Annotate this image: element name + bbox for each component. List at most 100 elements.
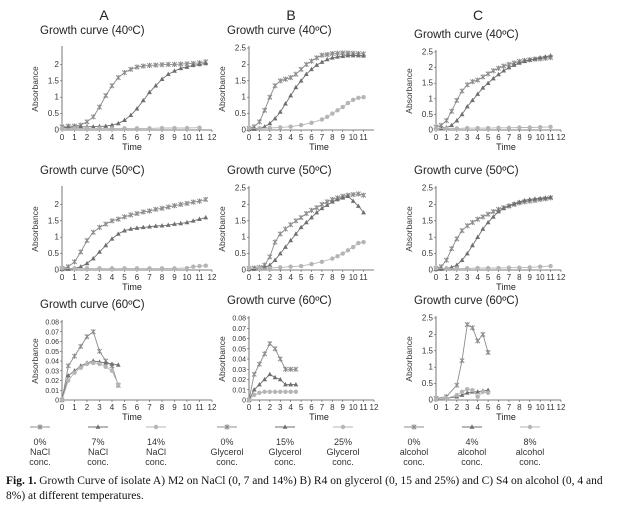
data-point <box>361 239 366 245</box>
legend-unit: conc. <box>403 457 425 467</box>
series-line <box>249 241 364 269</box>
data-point <box>197 216 202 221</box>
x-tick-label: 12 <box>208 273 217 282</box>
y-tick-label: 0.5 <box>48 109 60 118</box>
data-point <box>314 205 320 211</box>
legend-unit: conc. <box>519 457 541 467</box>
y-axis-label: Absorbance <box>30 206 40 252</box>
x-tick-label: 9 <box>172 133 177 142</box>
chart-title: Growth curve (60ºC) <box>40 299 145 311</box>
data-point <box>350 198 356 203</box>
data-point <box>527 265 532 270</box>
series-dot <box>59 360 121 403</box>
data-point <box>355 203 361 208</box>
data-point <box>153 62 159 68</box>
data-point <box>109 368 115 373</box>
y-tick-label: 2.5 <box>422 48 434 57</box>
data-point <box>465 125 470 131</box>
data-point <box>72 370 77 375</box>
data-point <box>277 251 283 256</box>
column-headers: A B C <box>99 7 483 23</box>
x-tick-label: 10 <box>183 273 192 282</box>
data-point <box>345 193 351 198</box>
y-tick-label: 0.07 <box>45 329 59 336</box>
data-point <box>121 214 128 220</box>
data-point <box>470 387 475 393</box>
data-point <box>319 205 325 211</box>
data-point <box>165 71 171 77</box>
column-header-b: B <box>286 7 295 23</box>
data-point <box>449 108 455 114</box>
data-point <box>449 122 455 128</box>
x-tick-label: 9 <box>172 273 177 282</box>
data-point <box>496 125 501 131</box>
data-point <box>272 389 278 394</box>
y-tick-label: 2.5 <box>235 44 247 53</box>
data-point <box>449 246 455 252</box>
data-point <box>277 78 283 84</box>
y-tick-label: 2.5 <box>235 184 247 193</box>
x-tick-label: 9 <box>341 403 346 412</box>
y-axis-label: Absorbance <box>217 206 227 252</box>
series-line <box>435 196 551 270</box>
data-point <box>459 111 465 117</box>
data-point <box>246 397 252 403</box>
data-point <box>277 231 283 237</box>
x-tick-label: 0 <box>60 403 65 412</box>
data-point <box>97 361 102 367</box>
x-tick-label: 4 <box>110 403 115 412</box>
series-x <box>246 191 367 271</box>
series-dot <box>59 125 202 131</box>
x-tick-label: 10 <box>536 403 545 412</box>
y-tick-label: 1.5 <box>422 216 434 225</box>
data-point <box>345 52 351 58</box>
series-tri <box>433 53 553 131</box>
data-point <box>356 95 361 101</box>
data-point <box>267 262 273 267</box>
data-point <box>495 65 502 71</box>
data-point <box>527 125 532 130</box>
data-point <box>501 63 507 69</box>
data-point <box>485 71 491 77</box>
data-point <box>361 192 367 198</box>
data-point <box>65 363 71 369</box>
chart-panel-a-60: Growth curve (60ºC) Absorbance 0 0.01 0.02 0.… <box>30 299 217 422</box>
data-point <box>298 66 304 72</box>
data-point <box>262 389 267 394</box>
data-point <box>490 68 496 74</box>
data-point <box>278 389 283 394</box>
x-tick-label: 11 <box>359 403 368 412</box>
data-point <box>293 218 299 224</box>
data-point <box>340 104 345 110</box>
x-tick-label: 4 <box>110 273 115 282</box>
data-point <box>469 219 476 226</box>
data-point <box>267 371 273 377</box>
x-axis-label: Time <box>496 282 516 292</box>
x-tick-label: 4 <box>475 133 480 142</box>
data-point <box>283 389 288 394</box>
data-point <box>115 231 121 236</box>
data-point <box>454 118 460 123</box>
data-point <box>190 218 196 223</box>
data-point <box>537 124 543 130</box>
series-x <box>59 59 209 130</box>
series-line <box>248 373 296 401</box>
data-point <box>71 353 78 359</box>
data-point <box>470 242 475 248</box>
x-tick-label: 4 <box>110 133 115 142</box>
series-line <box>248 195 364 270</box>
data-point <box>314 62 320 67</box>
data-point <box>293 84 299 90</box>
data-point <box>465 266 470 271</box>
data-point <box>433 266 439 271</box>
data-point <box>262 376 268 382</box>
data-point <box>72 266 77 271</box>
data-point <box>517 265 522 270</box>
data-point <box>103 242 109 248</box>
data-point <box>490 75 496 81</box>
legend-name: NaCl <box>146 447 166 457</box>
data-point <box>140 63 146 69</box>
